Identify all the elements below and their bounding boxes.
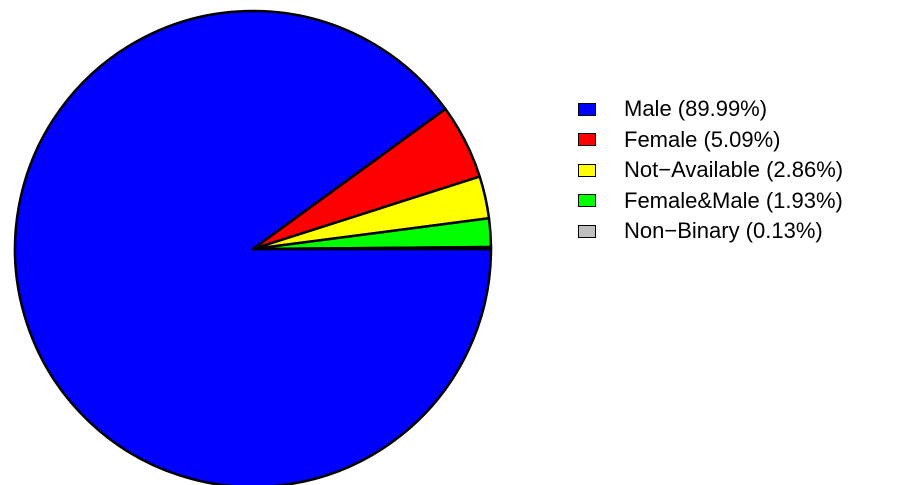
legend-item-male: Male (89.99%): [578, 94, 843, 125]
legend-swatch-female-male: [578, 194, 596, 208]
legend-swatch-female: [578, 133, 596, 147]
legend-label-not-available: Not−Available (2.86%): [624, 157, 844, 183]
legend-label-male: Male (89.99%): [624, 96, 768, 122]
legend-label-non-binary: Non−Binary (0.13%): [624, 218, 823, 244]
legend-swatch-not-available: [578, 163, 596, 177]
legend-item-not-available: Not−Available (2.86%): [578, 155, 843, 186]
legend-item-female: Female (5.09%): [578, 125, 843, 156]
legend-item-non-binary: Non−Binary (0.13%): [578, 216, 843, 247]
legend-swatch-non-binary: [578, 224, 596, 238]
legend-label-female: Female (5.09%): [624, 126, 781, 152]
legend-swatch-male: [578, 102, 596, 116]
legend: Male (89.99%) Female (5.09%) Not−Availab…: [578, 94, 843, 247]
legend-label-female-male: Female&Male (1.93%): [624, 187, 843, 213]
legend-item-female-male: Female&Male (1.93%): [578, 186, 843, 217]
pie-slice-non-binary: [251, 245, 493, 251]
